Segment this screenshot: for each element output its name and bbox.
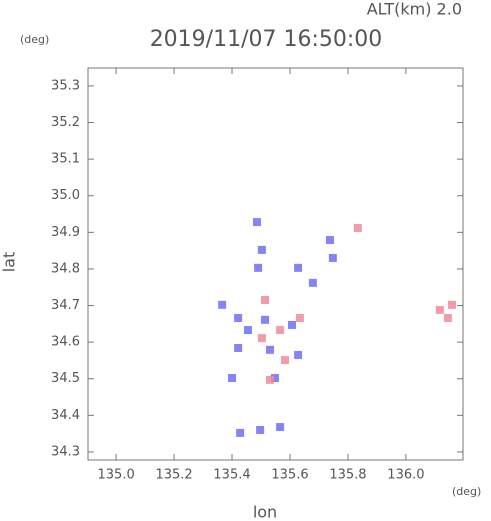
y-axis-label: lat [0, 252, 19, 273]
y-tick-label: 34.5 [51, 371, 80, 386]
y-tick-label: 34.9 [51, 225, 80, 240]
chart-title: 2019/11/07 16:50:00 [150, 27, 383, 52]
x-tick-label: 136.0 [387, 468, 424, 483]
echo-cell [294, 350, 303, 359]
y-tick-label: 34.6 [51, 335, 80, 350]
echo-cell [295, 313, 304, 322]
altitude-label: ALT(km) 2.0 [367, 0, 462, 19]
echo-cell [443, 313, 452, 322]
y-tick-label: 35.1 [51, 152, 80, 167]
x-unit: (deg) [452, 485, 481, 498]
x-axis-label: lon [253, 503, 277, 521]
echo-cell [308, 278, 317, 287]
echo-cell [276, 423, 285, 432]
echo-cell [257, 334, 266, 343]
x-tick-label: 135.0 [98, 468, 135, 483]
echo-cell [265, 345, 274, 354]
echo-cell [265, 375, 274, 384]
y-tick-label: 34.3 [51, 444, 80, 459]
echo-cell [252, 218, 261, 227]
y-tick-label: 34.8 [51, 261, 80, 276]
echo-cell [256, 425, 265, 434]
echo-cell [243, 326, 252, 335]
echo-cell [435, 305, 444, 314]
echo-cell [261, 296, 270, 305]
echo-cell [218, 300, 227, 309]
y-tick-label: 35.2 [51, 115, 80, 130]
x-tick-label: 135.2 [155, 468, 192, 483]
echo-cell [447, 300, 456, 309]
echo-cell [261, 315, 270, 324]
echo-cell [254, 263, 263, 272]
echo-cell [236, 428, 245, 437]
echo-cell [294, 263, 303, 272]
y-tick-label: 35.0 [51, 188, 80, 203]
echo-cell [353, 223, 362, 232]
echo-cell [328, 253, 337, 262]
echo-cell [325, 236, 334, 245]
echo-cell [257, 245, 266, 254]
echo-cell [228, 374, 237, 383]
echo-cell [281, 356, 290, 365]
y-unit: (deg) [20, 33, 49, 46]
y-tick-label: 35.3 [51, 78, 80, 93]
x-tick-label: 135.6 [271, 468, 308, 483]
x-tick-label: 135.8 [329, 468, 366, 483]
x-tick-label: 135.4 [213, 468, 250, 483]
echo-cell [270, 374, 279, 383]
echo-cell [234, 313, 243, 322]
plot-frame [87, 67, 464, 461]
y-tick-label: 34.4 [51, 408, 80, 423]
y-tick-label: 34.7 [51, 298, 80, 313]
echo-cell [276, 326, 285, 335]
echo-cell [234, 344, 243, 352]
echo-cell [288, 320, 297, 329]
